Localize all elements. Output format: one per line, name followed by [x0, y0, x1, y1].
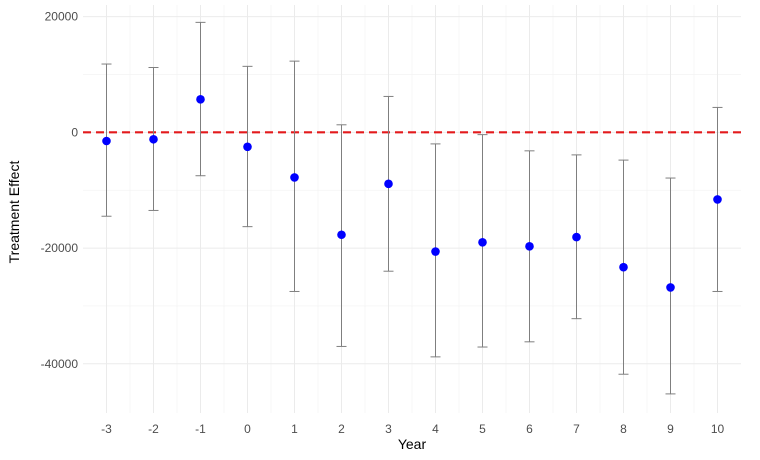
x-tick-label: 6 [526, 422, 533, 436]
data-point [243, 142, 252, 152]
x-tick-label: 9 [667, 422, 674, 436]
x-tick-label: 4 [432, 422, 439, 436]
y-tick-label: -20000 [41, 241, 79, 255]
x-tick-label: 0 [244, 422, 251, 436]
x-tick-label: 7 [573, 422, 580, 436]
x-axis-title: Year [398, 436, 427, 452]
x-tick-label: -2 [148, 422, 159, 436]
data-point [196, 95, 205, 104]
x-tick-label: 5 [479, 422, 486, 436]
y-tick-label: 0 [71, 125, 78, 139]
data-point [478, 237, 487, 247]
data-point [431, 247, 440, 256]
data-point [337, 230, 346, 240]
x-tick-label: -3 [101, 422, 112, 436]
x-tick-label: -1 [195, 422, 206, 436]
y-axis-title: Treatment Effect [6, 161, 22, 264]
y-tick-label: 20000 [45, 10, 79, 24]
data-point [290, 173, 299, 182]
data-point [713, 195, 722, 204]
data-points [102, 95, 722, 292]
y-tick-labels: 20000 0 -20000 -40000 [41, 10, 79, 371]
x-tick-label: 8 [620, 422, 627, 436]
data-point [666, 283, 675, 292]
y-tick-label: -40000 [41, 357, 79, 371]
data-point [525, 242, 534, 251]
x-tick-labels: -3 -2 -1 0 1 2 3 4 5 6 7 8 9 10 [101, 422, 724, 436]
x-tick-label: 10 [711, 422, 725, 436]
x-tick-label: 3 [385, 422, 392, 436]
data-point [572, 232, 581, 242]
x-tick-label: 1 [291, 422, 298, 436]
x-tick-label: 2 [338, 422, 345, 436]
data-point [619, 262, 628, 272]
data-point [102, 136, 111, 146]
data-point [384, 179, 393, 189]
data-point [149, 134, 158, 144]
